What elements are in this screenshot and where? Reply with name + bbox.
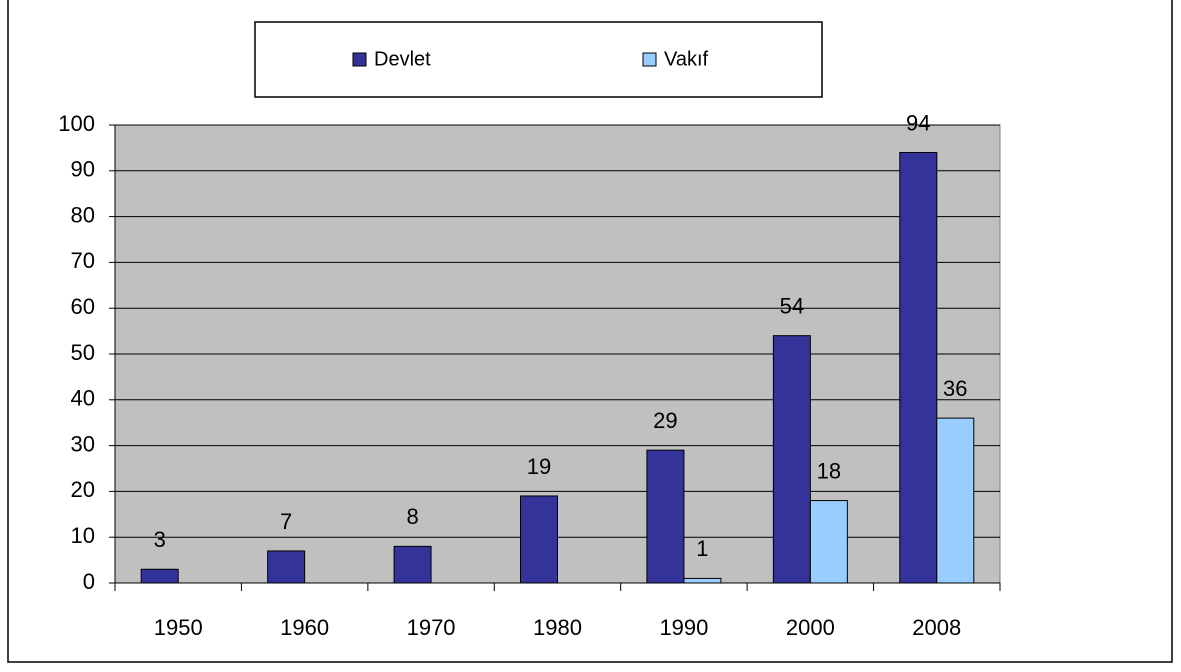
value-label: 3: [154, 527, 166, 552]
bar: [772, 335, 811, 584]
bar: [267, 550, 306, 584]
bar: [393, 545, 432, 584]
bar: [646, 449, 685, 584]
value-label: 8: [406, 504, 418, 529]
legend-swatch: [642, 52, 657, 67]
y-tick-label: 100: [58, 111, 95, 136]
y-tick-label: 10: [71, 523, 95, 548]
value-label: 18: [817, 458, 841, 483]
bar: [683, 577, 722, 584]
y-tick-label: 80: [71, 202, 95, 227]
y-tick-label: 40: [71, 386, 95, 411]
bar: [809, 500, 848, 584]
value-label: 54: [780, 293, 804, 318]
x-tick-label: 1960: [280, 615, 329, 640]
bar: [899, 151, 938, 584]
legend-swatch: [352, 52, 367, 67]
y-tick-label: 30: [71, 431, 95, 456]
y-tick-label: 50: [71, 340, 95, 365]
legend-label: Devlet: [374, 48, 431, 70]
y-tick-label: 90: [71, 157, 95, 182]
x-tick-label: 1990: [659, 615, 708, 640]
legend-label: Vakıf: [664, 48, 709, 70]
value-label: 1: [696, 536, 708, 561]
value-label: 7: [280, 509, 292, 534]
x-tick-label: 2000: [786, 615, 835, 640]
value-label: 29: [653, 408, 677, 433]
y-tick-label: 0: [83, 569, 95, 594]
bar: [936, 417, 975, 584]
value-label: 94: [906, 110, 930, 135]
value-label: 19: [527, 454, 551, 479]
y-tick-label: 20: [71, 477, 95, 502]
x-tick-label: 2008: [912, 615, 961, 640]
bar: [520, 495, 558, 584]
legend-box: [254, 21, 823, 98]
bar: [140, 568, 179, 584]
y-tick-label: 70: [71, 248, 95, 273]
x-tick-label: 1970: [407, 615, 456, 640]
y-tick-label: 60: [71, 294, 95, 319]
x-tick-label: 1950: [154, 615, 203, 640]
x-tick-label: 1980: [533, 615, 582, 640]
value-label: 36: [943, 376, 967, 401]
